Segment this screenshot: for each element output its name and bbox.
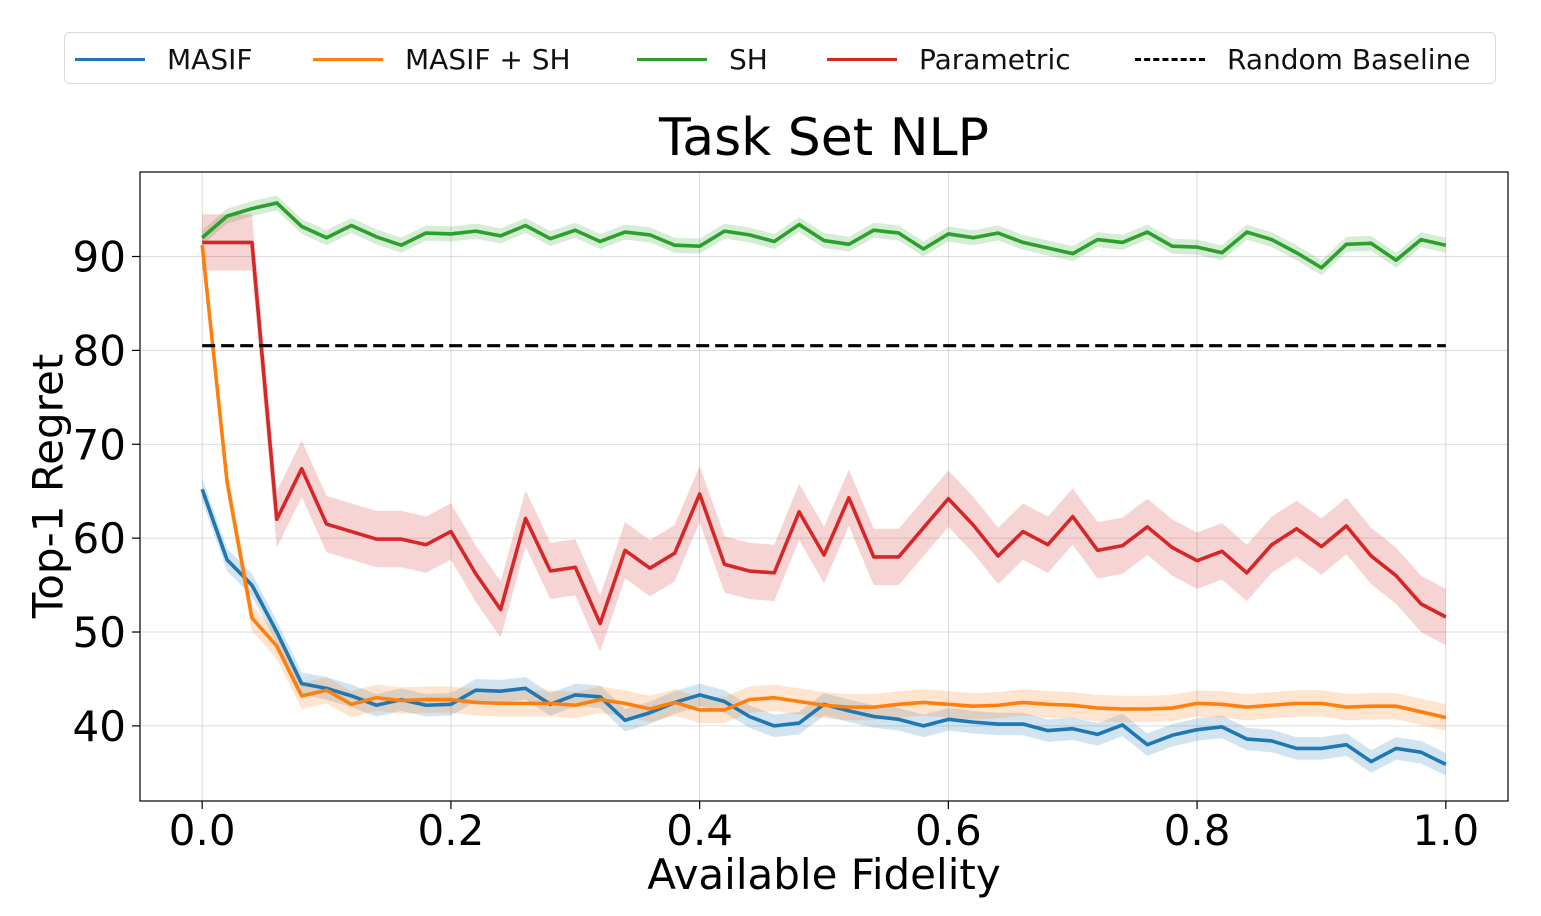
band-masif bbox=[202, 478, 1446, 776]
y-tick-label: 50 bbox=[73, 608, 126, 657]
legend-swatch-masif bbox=[75, 57, 145, 61]
legend-item-random-baseline: Random Baseline bbox=[1135, 33, 1471, 85]
legend-item-parametric: Parametric bbox=[827, 33, 1071, 85]
y-tick-label: 80 bbox=[73, 326, 126, 375]
legend-label-sh: SH bbox=[729, 42, 768, 76]
y-tick-label: 70 bbox=[73, 420, 126, 469]
legend-label-parametric: Parametric bbox=[919, 42, 1071, 76]
legend-item-masif-sh: MASIF + SH bbox=[313, 33, 571, 85]
x-tick-label: 0.4 bbox=[666, 806, 733, 855]
band-masif-sh bbox=[202, 232, 1446, 731]
x-tick-label: 0.6 bbox=[915, 806, 982, 855]
plot-frame bbox=[139, 171, 1509, 802]
line-sh bbox=[201, 201, 1447, 270]
confidence-bands bbox=[202, 195, 1446, 776]
legend-label-random-baseline: Random Baseline bbox=[1227, 42, 1471, 76]
legend-swatch-parametric bbox=[827, 57, 897, 61]
legend: MASIF MASIF + SH SH Parametric Random Ba… bbox=[64, 32, 1496, 84]
band-parametric bbox=[202, 214, 1446, 652]
y-tick-label: 40 bbox=[73, 702, 126, 751]
x-tick-label: 0.2 bbox=[418, 806, 485, 855]
line-parametric bbox=[202, 240, 1447, 626]
legend-swatch-masif-sh bbox=[313, 57, 383, 61]
legend-swatch-random-baseline bbox=[1135, 57, 1205, 61]
series-lines bbox=[200, 201, 1447, 767]
legend-label-masif-sh: MASIF + SH bbox=[405, 42, 571, 76]
x-tick-label: 0.8 bbox=[1164, 806, 1231, 855]
y-tick-label: 60 bbox=[73, 514, 126, 563]
x-axis-label: Available Fidelity bbox=[647, 850, 1001, 899]
y-tick-label: 90 bbox=[73, 232, 126, 281]
legend-label-masif: MASIF bbox=[167, 42, 253, 76]
x-tick-label: 1.0 bbox=[1412, 806, 1479, 855]
axis-ticks: 0.0 0.2 0.4 0.6 0.8 1.0 40 50 60 70 80 90 bbox=[73, 232, 1480, 855]
y-axis-label: Top-1 Regret bbox=[23, 353, 73, 619]
line-masif-sh bbox=[200, 245, 1447, 720]
band-sh bbox=[202, 195, 1446, 276]
legend-swatch-sh bbox=[637, 57, 707, 61]
x-tick-label: 0.0 bbox=[169, 806, 236, 855]
legend-item-masif: MASIF bbox=[75, 33, 252, 85]
legend-item-sh: SH bbox=[637, 33, 768, 85]
chart-title: Task Set NLP bbox=[659, 108, 989, 168]
